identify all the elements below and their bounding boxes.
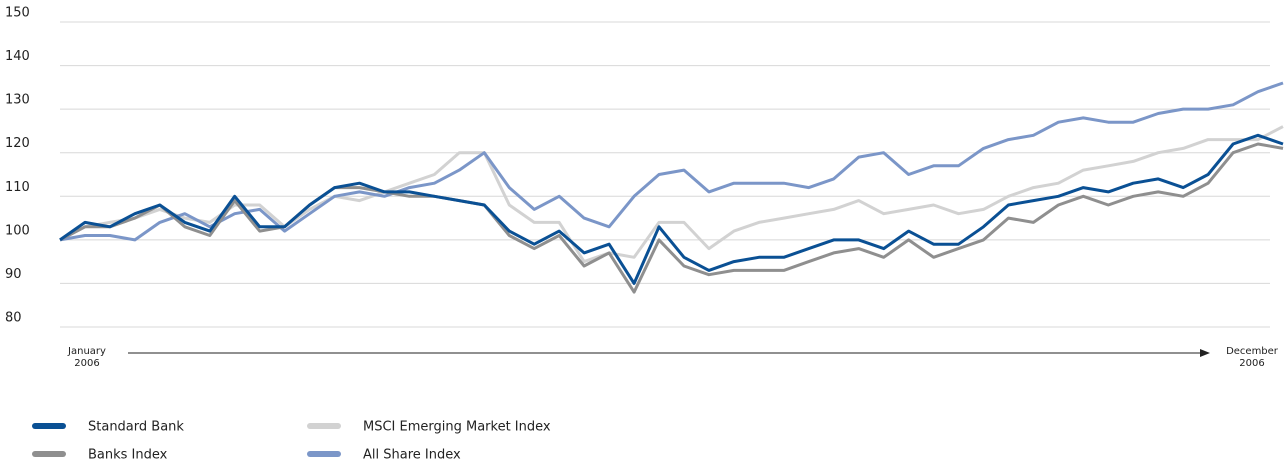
x-end-year: 2006 [1239,358,1264,369]
series-line [59,81,1284,242]
y-tick-label: 120 [5,136,30,151]
y-tick-label: 110 [5,180,30,195]
y-tick-label: 100 [5,223,30,238]
legend-label: Banks Index [88,448,168,463]
y-tick-label: 150 [5,6,30,21]
arrow-head [1200,349,1210,357]
legend: MSCI Emerging Market Index All Share Inde… [32,420,551,463]
x-start-year: 2006 [74,358,99,369]
legend-label: All Share Index [363,448,461,463]
series-line [59,142,1284,294]
y-tick-label: 80 [5,311,22,326]
series-line [59,133,1284,285]
y-tick-label: 90 [5,267,22,282]
x-start-month: January [67,346,106,357]
y-tick-label: 140 [5,49,30,64]
legend-label: MSCI Emerging Market Index [363,420,551,435]
legend-label: Standard Bank [88,420,184,435]
y-tick-label: 130 [5,93,30,108]
grid: 80 90 100 110 120 130 140 150 [5,6,1270,328]
lines [59,81,1284,294]
series-line [59,125,1284,264]
x-end-month: December [1226,346,1279,357]
